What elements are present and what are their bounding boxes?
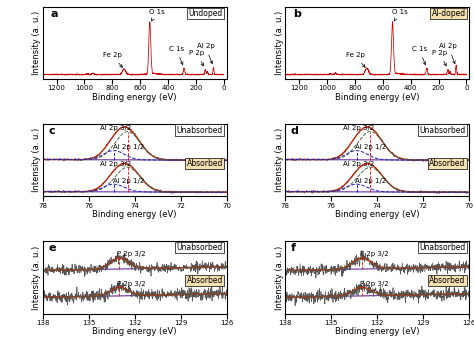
Text: P 2p: P 2p [189,50,204,66]
Text: f: f [291,243,296,253]
Text: P 2p 3/2: P 2p 3/2 [360,251,388,257]
Text: Al 2p 3/2: Al 2p 3/2 [100,161,131,167]
X-axis label: Binding energy (eV): Binding energy (eV) [335,327,419,336]
Text: a: a [50,9,57,19]
X-axis label: Binding energy (eV): Binding energy (eV) [335,93,419,102]
Text: O 1s: O 1s [149,9,165,21]
Text: e: e [48,243,55,253]
Text: Al 2p 1/2: Al 2p 1/2 [356,145,387,150]
Text: Absorbed: Absorbed [186,159,223,168]
Text: Undoped: Undoped [189,9,223,18]
Y-axis label: Intensity (a. u.): Intensity (a. u.) [32,128,41,192]
Text: Al 2p 1/2: Al 2p 1/2 [113,145,144,150]
X-axis label: Binding energy (eV): Binding energy (eV) [92,210,177,219]
Text: Al 2p 1/2: Al 2p 1/2 [356,178,387,184]
Text: Al 2p 3/2: Al 2p 3/2 [343,161,374,167]
Text: Unabsorbed: Unabsorbed [177,125,223,135]
Text: P 2p 3/2: P 2p 3/2 [117,251,146,257]
X-axis label: Binding energy (eV): Binding energy (eV) [92,93,177,102]
X-axis label: Binding energy (eV): Binding energy (eV) [92,327,177,336]
Text: C 1s: C 1s [169,46,184,65]
Y-axis label: Intensity (a. u.): Intensity (a. u.) [275,11,284,75]
Text: P 2p: P 2p [432,50,447,66]
Text: Fe 2p: Fe 2p [346,52,365,68]
Text: C 1s: C 1s [411,46,427,65]
Text: Al 2p: Al 2p [439,44,457,64]
Text: Al-doped: Al-doped [431,9,465,18]
Y-axis label: Intensity (a. u.): Intensity (a. u.) [32,11,41,75]
Text: b: b [293,9,301,19]
Text: Unabsorbed: Unabsorbed [419,125,465,135]
Y-axis label: Intensity (a. u.): Intensity (a. u.) [32,246,41,310]
Text: Absorbed: Absorbed [429,276,465,285]
Text: Al 2p 1/2: Al 2p 1/2 [113,178,144,184]
Y-axis label: Intensity (a. u.): Intensity (a. u.) [275,128,284,192]
Text: P 2p 3/2: P 2p 3/2 [360,281,388,287]
Text: c: c [48,125,55,135]
Text: Al 2p: Al 2p [197,44,215,64]
X-axis label: Binding energy (eV): Binding energy (eV) [335,210,419,219]
Y-axis label: Intensity (a. u.): Intensity (a. u.) [275,246,284,310]
Text: Al 2p 3/2: Al 2p 3/2 [343,125,374,131]
Text: Absorbed: Absorbed [429,159,465,168]
Text: Fe 2p: Fe 2p [103,52,122,68]
Text: Unabsorbed: Unabsorbed [419,243,465,252]
Text: Unabsorbed: Unabsorbed [177,243,223,252]
Text: Al 2p 3/2: Al 2p 3/2 [100,125,131,131]
Text: P 2p 3/2: P 2p 3/2 [117,281,146,287]
Text: d: d [291,125,299,135]
Text: Absorbed: Absorbed [186,276,223,285]
Text: O 1s: O 1s [392,9,408,21]
